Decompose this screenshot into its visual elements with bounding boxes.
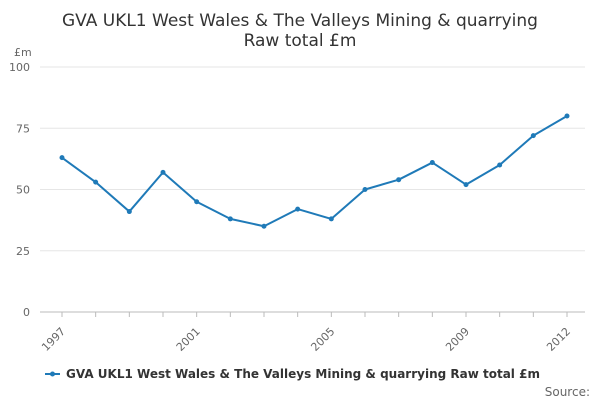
- chart-title-line-1: GVA UKL1 West Wales & The Valleys Mining…: [62, 11, 538, 31]
- data-point-2011: [530, 133, 536, 139]
- x-tick-label-2005: 2005: [308, 325, 337, 354]
- data-point-2003: [261, 223, 267, 229]
- source-label: Source:: [545, 385, 590, 399]
- y-tick-label-50: 50: [16, 184, 30, 197]
- data-point-2008: [429, 160, 435, 166]
- data-point-2009: [463, 182, 469, 188]
- data-point-2004: [295, 206, 301, 212]
- data-point-1998: [93, 179, 99, 185]
- series-group: [59, 113, 570, 229]
- data-point-2002: [227, 216, 233, 222]
- gridlines: [40, 66, 585, 313]
- chart-title: GVA UKL1 West Wales & The Valleys Mining…: [62, 11, 538, 51]
- legend-label: GVA UKL1 West Wales & The Valleys Mining…: [66, 367, 540, 381]
- x-axis-ticks: 1997 2001 2005 2009 2012: [39, 312, 573, 354]
- y-axis-unit-label: £m: [14, 46, 32, 59]
- data-point-2006: [362, 187, 368, 192]
- chart-title-line-2: Raw total £m: [244, 31, 357, 51]
- x-tick-label-2001: 2001: [174, 325, 203, 354]
- data-point-2005: [328, 216, 334, 222]
- data-point-2001: [194, 199, 200, 205]
- data-point-1999: [126, 209, 132, 215]
- data-point-2007: [396, 177, 402, 183]
- x-tick-label-2009: 2009: [443, 325, 472, 354]
- y-tick-label-100: 100: [9, 61, 30, 74]
- data-point-2012: [564, 113, 570, 119]
- legend-swatch-marker: [50, 371, 55, 377]
- data-point-1997: [59, 155, 65, 161]
- data-point-2010: [497, 162, 503, 168]
- x-tick-label-2012: 2012: [544, 325, 573, 354]
- y-tick-label-25: 25: [16, 245, 30, 258]
- x-tick-label-1997: 1997: [39, 325, 68, 354]
- legend[interactable]: GVA UKL1 West Wales & The Valleys Mining…: [45, 367, 540, 381]
- y-tick-label-0: 0: [23, 306, 30, 319]
- data-point-2000: [160, 169, 166, 175]
- series-line-0: [61, 115, 568, 228]
- y-axis-ticks: 0 25 50 75 100: [9, 61, 30, 319]
- y-tick-label-75: 75: [16, 122, 30, 135]
